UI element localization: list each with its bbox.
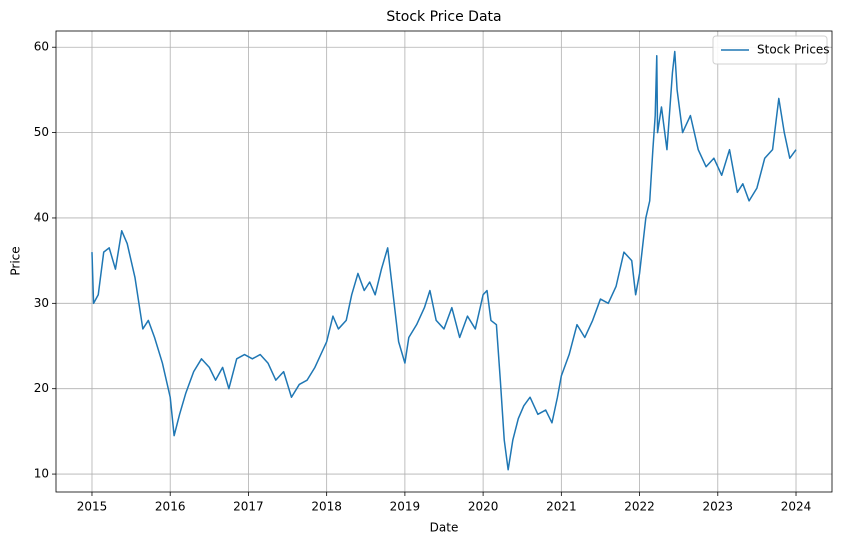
y-tick-label: 10 — [34, 467, 49, 481]
x-tick-label: 2016 — [155, 500, 186, 514]
legend-label: Stock Prices — [757, 43, 830, 57]
chart-title: Stock Price Data — [386, 9, 501, 25]
y-tick-label: 20 — [34, 381, 49, 395]
y-tick-label: 30 — [34, 296, 49, 310]
y-tick-label: 40 — [34, 210, 49, 224]
x-tick-label: 2020 — [468, 500, 499, 514]
x-tick-label: 2018 — [311, 500, 342, 514]
y-tick-label: 50 — [34, 125, 49, 139]
legend-box — [712, 35, 828, 65]
x-axis-label: Date — [430, 521, 459, 535]
x-tick-label: 2023 — [703, 500, 734, 514]
x-tick-label: 2021 — [546, 500, 577, 514]
y-axis-label: Price — [9, 246, 23, 275]
x-tick-label: 2015 — [77, 500, 108, 514]
data-line — [91, 50, 797, 471]
x-tick-label: 2022 — [624, 500, 655, 514]
x-tick-label: 2019 — [390, 500, 421, 514]
plot-frame — [55, 30, 833, 493]
x-tick-label: 2017 — [233, 500, 264, 514]
x-tick-label: 2024 — [781, 500, 812, 514]
y-tick-label: 60 — [34, 40, 49, 54]
